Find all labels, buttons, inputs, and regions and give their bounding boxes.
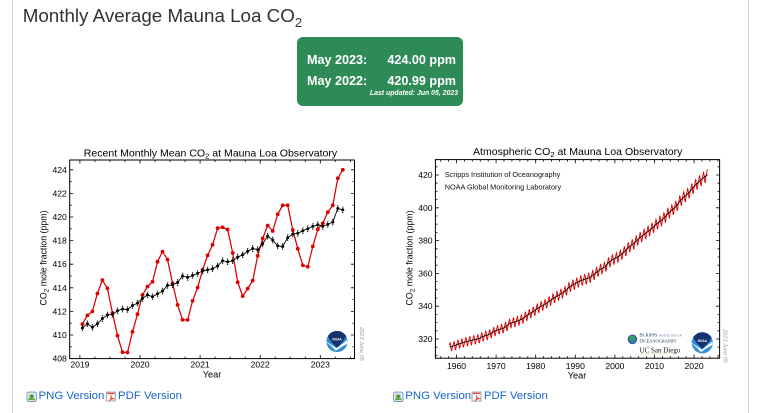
svg-text:2020: 2020	[130, 360, 149, 370]
svg-text:UC San Diego: UC San Diego	[640, 346, 681, 354]
svg-text:2022: 2022	[251, 360, 270, 370]
svg-text:Atmospheric CO2 at Mauna Loa O: Atmospheric CO2 at Mauna Loa Observatory	[473, 146, 683, 159]
svg-text:320: 320	[418, 334, 433, 344]
svg-text:2023: 2023	[311, 360, 330, 370]
svg-text:422: 422	[52, 188, 67, 198]
svg-text:2019: 2019	[70, 360, 89, 370]
svg-text:408: 408	[52, 354, 67, 364]
svg-text:400: 400	[418, 203, 433, 213]
svg-text:1990: 1990	[566, 361, 585, 371]
svg-text:1960: 1960	[447, 361, 466, 371]
svg-text:1970: 1970	[487, 361, 506, 371]
svg-text:NOAA: NOAA	[698, 339, 708, 343]
svg-text:1980: 1980	[526, 361, 545, 371]
svg-text:NOAA: NOAA	[332, 338, 342, 342]
svg-text:418: 418	[52, 236, 67, 246]
svg-text:2000: 2000	[605, 361, 624, 371]
svg-text:2023 June 05: 2023 June 05	[358, 326, 364, 362]
svg-text:420: 420	[52, 212, 67, 222]
svg-text:424: 424	[52, 165, 67, 175]
svg-text:CO2 mole fraction (ppm): CO2 mole fraction (ppm)	[405, 210, 417, 305]
svg-text:CO2 mole fraction (ppm): CO2 mole fraction (ppm)	[39, 210, 51, 305]
svg-text:416: 416	[52, 259, 67, 269]
svg-text:NOAA Global Monitoring Laborat: NOAA Global Monitoring Laboratory	[445, 182, 562, 191]
svg-text:414: 414	[52, 283, 67, 293]
svg-text:340: 340	[418, 301, 433, 311]
svg-text:2023 June 05: 2023 June 05	[722, 328, 728, 364]
svg-text:Year: Year	[203, 370, 222, 380]
svg-text:360: 360	[418, 268, 433, 278]
svg-text:380: 380	[418, 236, 433, 246]
svg-text:SCRIPPS INSTITUTION OF: SCRIPPS INSTITUTION OF	[640, 333, 683, 339]
svg-text:2021: 2021	[191, 360, 210, 370]
svg-text:2020: 2020	[685, 361, 704, 371]
svg-text:420: 420	[418, 170, 433, 180]
svg-text:Year: Year	[568, 371, 587, 381]
svg-text:Scripps Institution of Oceanog: Scripps Institution of Oceanography	[445, 170, 561, 179]
svg-text:410: 410	[52, 330, 67, 340]
svg-text:2010: 2010	[645, 361, 664, 371]
svg-text:Recent Monthly Mean CO2 at Mau: Recent Monthly Mean CO2 at Mauna Loa Obs…	[84, 147, 338, 160]
svg-text:412: 412	[52, 306, 67, 316]
svg-text:OCEANOGRAPHY: OCEANOGRAPHY	[640, 338, 678, 344]
